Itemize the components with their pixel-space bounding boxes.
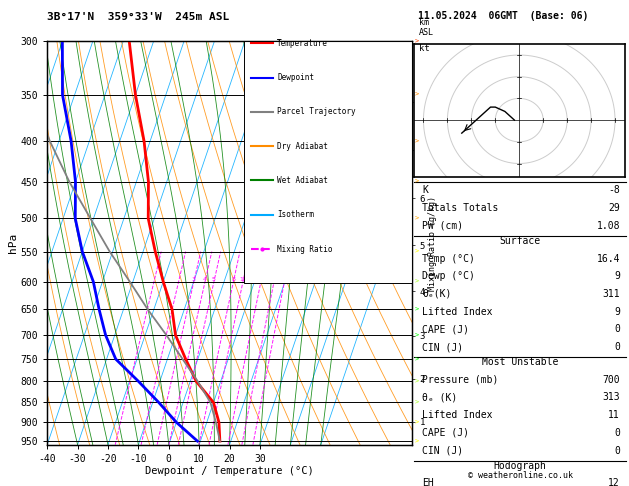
Text: Lifted Index: Lifted Index — [423, 410, 493, 420]
Text: 1.08: 1.08 — [596, 221, 620, 231]
Text: CAPE (J): CAPE (J) — [423, 324, 469, 334]
Text: Dewpoint: Dewpoint — [277, 73, 314, 82]
Text: 311: 311 — [603, 289, 620, 299]
Text: Dewp (°C): Dewp (°C) — [423, 271, 476, 281]
Text: 0: 0 — [615, 446, 620, 455]
Text: 8: 8 — [231, 277, 235, 282]
Text: 4: 4 — [203, 277, 207, 282]
Text: km
ASL: km ASL — [420, 18, 434, 37]
Text: Wet Adiabat: Wet Adiabat — [277, 176, 328, 185]
Text: 3: 3 — [192, 277, 196, 282]
Text: Lifted Index: Lifted Index — [423, 307, 493, 317]
Text: >: > — [415, 92, 420, 98]
Text: >: > — [415, 215, 420, 222]
Text: Dry Adiabat: Dry Adiabat — [277, 142, 328, 151]
Y-axis label: Mixing Ratio (g/kg): Mixing Ratio (g/kg) — [428, 195, 437, 291]
Text: 10: 10 — [239, 277, 247, 282]
Text: 9: 9 — [615, 307, 620, 317]
Text: 29: 29 — [608, 203, 620, 213]
Text: EH: EH — [423, 478, 434, 486]
Text: 0: 0 — [615, 342, 620, 352]
Text: Mixing Ratio: Mixing Ratio — [277, 244, 333, 254]
Text: 5: 5 — [212, 277, 216, 282]
Text: Dry Adiabat: Dry Adiabat — [277, 142, 328, 151]
Text: 700: 700 — [603, 375, 620, 385]
Text: K: K — [423, 185, 428, 195]
Text: Parcel Trajectory: Parcel Trajectory — [277, 107, 355, 117]
Text: 15: 15 — [257, 277, 265, 282]
Text: 20: 20 — [270, 277, 278, 282]
Text: >: > — [415, 399, 420, 405]
Text: Isotherm: Isotherm — [277, 210, 314, 219]
Text: CAPE (J): CAPE (J) — [423, 428, 469, 438]
Text: >: > — [415, 379, 420, 384]
Text: 25: 25 — [281, 277, 289, 282]
Text: 0: 0 — [615, 428, 620, 438]
Text: >: > — [415, 38, 420, 44]
Text: Dewpoint: Dewpoint — [277, 73, 314, 82]
Text: 11: 11 — [608, 410, 620, 420]
Text: >: > — [415, 356, 420, 362]
Y-axis label: hPa: hPa — [8, 233, 18, 253]
Text: 11.05.2024  06GMT  (Base: 06): 11.05.2024 06GMT (Base: 06) — [418, 11, 589, 21]
Text: Surface: Surface — [499, 236, 541, 246]
Text: 12: 12 — [608, 478, 620, 486]
Text: 3B°17'N  359°33'W  245m ASL: 3B°17'N 359°33'W 245m ASL — [47, 12, 230, 22]
Text: PW (cm): PW (cm) — [423, 221, 464, 231]
X-axis label: Dewpoint / Temperature (°C): Dewpoint / Temperature (°C) — [145, 467, 314, 476]
Text: 9: 9 — [615, 271, 620, 281]
Text: kt: kt — [419, 44, 430, 53]
Text: Totals Totals: Totals Totals — [423, 203, 499, 213]
Text: >: > — [415, 278, 420, 285]
Text: >: > — [415, 332, 420, 338]
Text: >: > — [415, 248, 420, 255]
Text: Temp (°C): Temp (°C) — [423, 254, 476, 263]
Text: 0: 0 — [615, 324, 620, 334]
Text: 16.4: 16.4 — [596, 254, 620, 263]
Text: CIN (J): CIN (J) — [423, 342, 464, 352]
Text: Most Unstable: Most Unstable — [482, 357, 559, 367]
Text: >: > — [415, 438, 420, 444]
Text: Temperature: Temperature — [277, 39, 328, 48]
Text: Temperature: Temperature — [277, 39, 328, 48]
Text: 313: 313 — [603, 393, 620, 402]
Text: Wet Adiabat: Wet Adiabat — [277, 176, 328, 185]
Text: CIN (J): CIN (J) — [423, 446, 464, 455]
Text: >: > — [415, 138, 420, 144]
Text: θₑ (K): θₑ (K) — [423, 393, 458, 402]
Text: >: > — [415, 179, 420, 185]
Text: θₑ(K): θₑ(K) — [423, 289, 452, 299]
Text: Isotherm: Isotherm — [277, 210, 314, 219]
Text: Parcel Trajectory: Parcel Trajectory — [277, 107, 355, 117]
Text: © weatheronline.co.uk: © weatheronline.co.uk — [468, 471, 572, 480]
Text: Pressure (mb): Pressure (mb) — [423, 375, 499, 385]
Text: Mixing Ratio: Mixing Ratio — [277, 244, 333, 254]
FancyBboxPatch shape — [244, 31, 412, 283]
Text: >: > — [415, 419, 420, 425]
Text: -8: -8 — [608, 185, 620, 195]
Text: >: > — [415, 307, 420, 312]
Text: Hodograph: Hodograph — [494, 461, 547, 470]
